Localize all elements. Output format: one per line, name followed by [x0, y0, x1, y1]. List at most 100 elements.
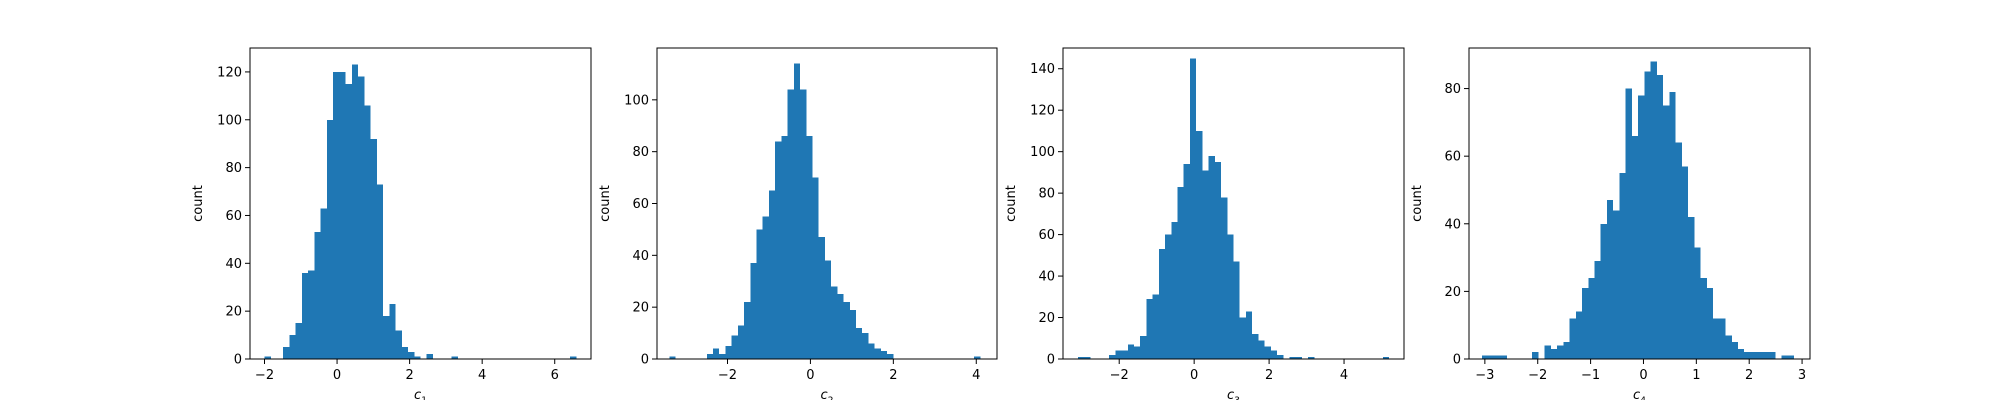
histogram-bar	[1109, 354, 1116, 359]
histogram-bar	[725, 346, 732, 359]
x-axis-label-symbol: c	[1633, 388, 1640, 400]
histogram-bar	[787, 89, 794, 359]
y-axis-label: count	[191, 185, 206, 222]
histogram-bar	[744, 301, 751, 359]
histogram-bar	[812, 177, 819, 359]
x-tick-label: 4	[1340, 368, 1348, 383]
y-tick-label: 100	[1030, 145, 1055, 160]
histogram-bar	[1750, 352, 1757, 359]
histogram-bar	[974, 356, 981, 359]
y-tick-label: 80	[1038, 187, 1055, 202]
histogram-bar	[800, 89, 807, 359]
histogram-bar	[1270, 350, 1278, 359]
histogram-bar	[1700, 277, 1707, 359]
histogram-bar	[1694, 247, 1701, 359]
histogram-bars	[1482, 61, 1795, 360]
y-tick-label: 100	[624, 93, 649, 108]
y-tick-label: 20	[1038, 311, 1055, 326]
histogram-bar	[731, 335, 738, 359]
histogram-bars	[1077, 58, 1390, 359]
histogram-bars	[669, 63, 981, 360]
y-tick-label: 0	[234, 353, 242, 368]
histogram-bar	[837, 294, 844, 359]
x-axis-label-subscript: 2	[828, 396, 834, 400]
histogram-bar	[1675, 142, 1682, 359]
histogram-bar	[750, 263, 757, 359]
histogram-bar	[426, 354, 433, 359]
x-tick-label: −3	[1475, 368, 1494, 383]
x-axis-label: c1	[414, 388, 427, 400]
histogram-bar	[706, 353, 713, 359]
histogram-bar	[868, 343, 875, 359]
histogram-bar	[849, 309, 857, 359]
histogram-bar	[1202, 170, 1209, 359]
histogram-panel-c4: −3 −2 −1 0 1 2 3 0 20 40 60 80 count c4	[1410, 47, 1811, 400]
histogram-bar	[1600, 223, 1607, 359]
histogram-bar	[862, 333, 869, 359]
histogram-bar	[289, 335, 296, 359]
histogram-bar	[1638, 95, 1645, 360]
x-axis-label-symbol: c	[414, 388, 421, 400]
histogram-bar	[401, 347, 409, 359]
x-tick-label: 2	[405, 368, 413, 383]
histogram-bar	[1762, 352, 1770, 359]
histogram-bar	[1308, 356, 1315, 359]
histogram-bar	[283, 347, 290, 359]
y-tick-label: 80	[632, 145, 649, 160]
histogram-bar	[1245, 311, 1253, 359]
histogram-bar	[1613, 210, 1620, 359]
y-tick-label: 40	[1444, 217, 1461, 232]
histogram-bar	[1550, 348, 1558, 359]
y-tick-label: 80	[1444, 82, 1461, 97]
y-tick-label: 20	[1444, 285, 1461, 300]
histogram-bar	[1239, 317, 1246, 359]
histogram-bar	[1165, 234, 1172, 359]
histogram-bar	[414, 356, 421, 359]
histogram-bar	[314, 232, 321, 359]
y-tick-label: 40	[632, 249, 649, 264]
histogram-bar	[1084, 356, 1091, 359]
histogram-bar	[1544, 345, 1551, 359]
x-tick-label: 0	[1190, 368, 1198, 383]
histogram-bar	[320, 208, 327, 359]
histogram-bar	[1494, 355, 1501, 359]
histogram-bar	[1488, 355, 1495, 359]
histogram-bar	[1619, 173, 1626, 359]
y-tick-label: 0	[1453, 353, 1461, 368]
x-tick-label: −1	[1581, 368, 1600, 383]
histogram-bar	[1140, 336, 1147, 359]
histogram-panel-c1: −20246020406080100120countc1	[191, 47, 592, 400]
histogram-bar	[669, 356, 676, 359]
histogram-bar	[1557, 345, 1564, 359]
histogram-bar	[370, 138, 377, 359]
histogram-bar	[737, 325, 745, 359]
histogram-bar	[1277, 354, 1284, 359]
histogram-bar	[1171, 222, 1178, 359]
histogram-bar	[818, 237, 825, 359]
x-tick-label: 0	[1639, 368, 1647, 383]
x-axis-label-subscript: 3	[1234, 396, 1240, 400]
axes-frame	[1062, 47, 1405, 360]
histogram-bar	[295, 323, 302, 359]
histogram-bar	[1737, 348, 1745, 359]
histogram-bar	[1588, 277, 1595, 359]
histogram-bar	[1077, 356, 1085, 359]
histogram-bar	[719, 353, 726, 359]
x-tick-label: −2	[718, 368, 737, 383]
histogram-bars	[264, 64, 577, 360]
histogram-bar	[1133, 346, 1141, 359]
histogram-bar	[1644, 71, 1651, 360]
x-axis-label-subscript: 1	[421, 396, 427, 400]
histogram-bar	[843, 301, 850, 359]
x-tick-label: 2	[1265, 368, 1273, 383]
histogram-bar	[1177, 186, 1184, 359]
histogram-bar	[1127, 344, 1134, 359]
histogram-bar	[301, 272, 309, 359]
y-tick-label: 60	[1444, 150, 1461, 165]
histogram-bar	[1706, 288, 1714, 359]
axes-frame	[1468, 47, 1811, 360]
y-tick-label: 140	[1030, 62, 1055, 77]
histogram-bar	[1656, 75, 1664, 359]
y-tick-label: 0	[1047, 353, 1055, 368]
